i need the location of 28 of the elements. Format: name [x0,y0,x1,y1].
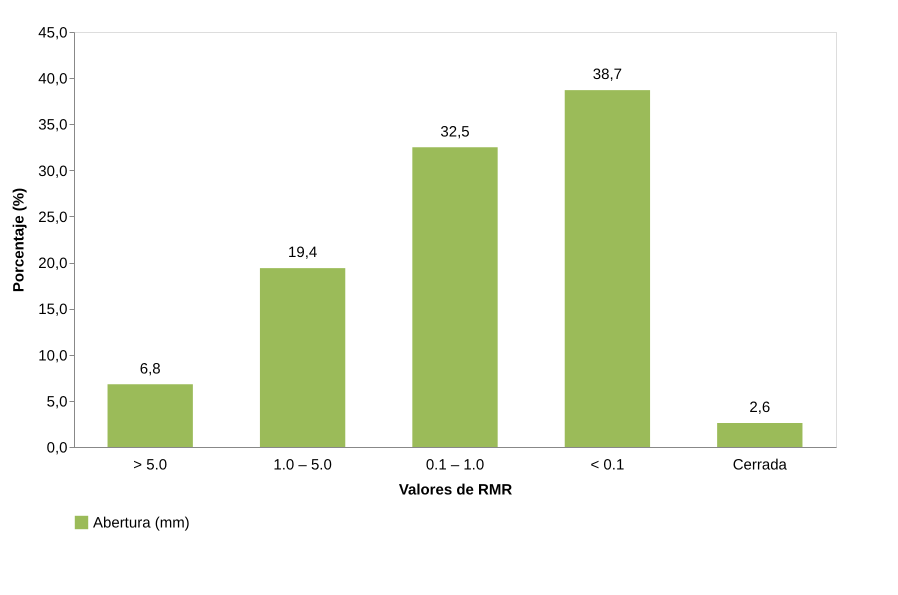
bar [260,268,346,447]
bar [412,147,498,447]
x-tick-label: Cerrada [732,456,788,474]
data-label: 32,5 [440,123,470,140]
bar [717,423,802,447]
y-tick-label: 5,0 [46,393,68,410]
bar [108,384,193,447]
y-tick-label: 25,0 [38,208,68,226]
x-tick-label: < 0.1 [590,456,624,474]
y-tick-label: 30,0 [38,162,68,180]
y-axis-title: Porcentaje (%) [10,188,28,292]
y-tick-label: 10,0 [38,347,68,364]
legend-label: Abertura (mm) [93,514,190,532]
y-tick-label: 40,0 [38,70,68,88]
y-tick-label: 0,0 [46,440,68,456]
x-tick-label: 0.1 – 1.0 [426,456,484,474]
data-label: 6,8 [140,360,161,378]
bar [564,90,650,447]
x-tick-label: > 5.0 [133,456,168,474]
y-tick-label: 15,0 [38,301,68,318]
y-tick-label: 35,0 [38,116,68,134]
y-tick-label: 45,0 [38,24,68,42]
x-axis-title: Valores de RMR [398,482,512,498]
data-label: 2,6 [749,399,770,416]
data-label: 19,4 [288,244,318,262]
x-tick-label: 1.0 – 5.0 [273,456,332,474]
y-tick-label: 20,0 [38,255,68,272]
data-label: 38,7 [592,66,622,84]
